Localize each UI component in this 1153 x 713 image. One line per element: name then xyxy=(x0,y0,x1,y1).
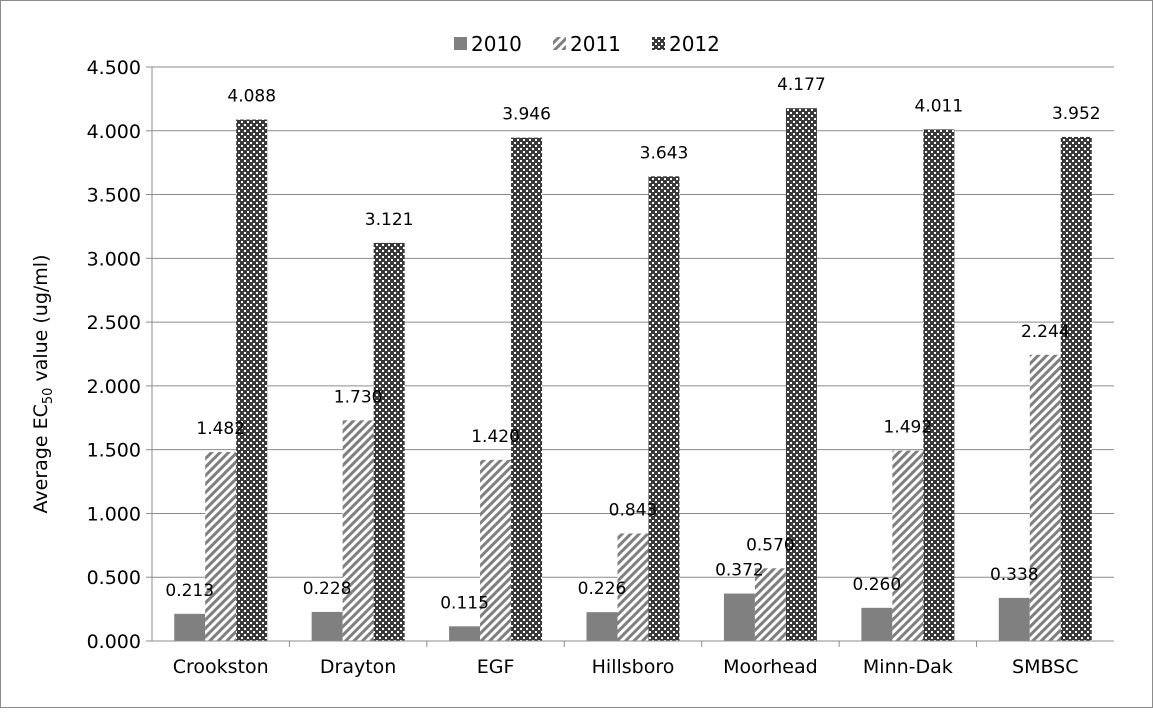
x-tick-label: Moorhead xyxy=(723,656,818,678)
y-tick-label: 1.500 xyxy=(87,440,141,462)
bar-2011 xyxy=(205,451,237,641)
bar-2011 xyxy=(342,420,374,641)
data-label-2010: 0.338 xyxy=(990,565,1039,585)
data-label-2011: 1.492 xyxy=(884,418,933,438)
data-label-2010: 0.260 xyxy=(853,575,902,595)
gridlines xyxy=(152,66,1114,578)
y-axis-title-suffix: value (ug/ml) xyxy=(30,255,52,388)
data-label-2010: 0.226 xyxy=(578,579,627,599)
bar-2010 xyxy=(586,612,618,641)
x-tick-label: EGF xyxy=(477,656,515,678)
data-label-2011: 0.570 xyxy=(746,535,795,555)
data-label-2011: 1.420 xyxy=(471,427,520,447)
x-tick-label: Hillsboro xyxy=(592,656,675,678)
bar-2012 xyxy=(785,108,817,642)
data-label-2010: 0.115 xyxy=(440,593,489,613)
y-tick-label: 0.500 xyxy=(87,567,141,589)
data-label-2012: 4.011 xyxy=(915,96,964,116)
legend-swatch-2011 xyxy=(553,37,566,50)
bar-2011 xyxy=(892,450,924,641)
data-label-2012: 3.121 xyxy=(365,210,414,230)
axes: 0.000 0.500 1.000 1.500 2.000 2.500 3.000 3.500… xyxy=(87,57,1114,678)
bar-2010 xyxy=(723,593,755,641)
data-label-2012: 3.643 xyxy=(640,143,689,163)
y-tick-label: 2.000 xyxy=(87,376,141,398)
x-tick-label: SMBSC xyxy=(1012,656,1078,678)
data-label-2010: 0.228 xyxy=(303,579,352,599)
legend: 2010 2011 2012 xyxy=(454,32,720,56)
y-tick-label: 4.000 xyxy=(87,121,141,143)
y-tick-label: 3.000 xyxy=(87,248,141,270)
data-label-2011: 1.482 xyxy=(196,419,245,439)
y-tick-label: 4.500 xyxy=(87,57,141,79)
bar-2011 xyxy=(480,459,512,641)
data-label-2011: 2.244 xyxy=(1021,322,1070,342)
legend-label-2010: 2010 xyxy=(471,32,522,56)
y-axis-title-subscript: 50 xyxy=(41,388,56,405)
y-axis-title-prefix: Average EC xyxy=(30,404,52,513)
bar-2011 xyxy=(1029,354,1061,641)
x-tick-label: Minn-Dak xyxy=(863,656,953,678)
data-label-2012: 4.088 xyxy=(227,87,276,107)
data-label-2010: 0.372 xyxy=(715,561,764,581)
bars xyxy=(174,108,1092,642)
data-label-2012: 4.177 xyxy=(777,75,826,95)
data-label-2012: 3.952 xyxy=(1052,104,1101,124)
bar-2011 xyxy=(754,568,786,641)
y-tick-label: 1.000 xyxy=(87,503,141,525)
bar-2012 xyxy=(511,137,543,641)
legend-swatch-2010 xyxy=(454,37,467,50)
y-tick-label: 2.500 xyxy=(87,312,141,334)
bar-2012 xyxy=(648,176,680,641)
data-label-2011: 1.730 xyxy=(334,387,383,407)
y-tick-label: 0.000 xyxy=(87,631,141,653)
data-labels: 0.213 1.482 4.088 0.228 1.730 3.121 0.115 1.420… xyxy=(165,75,1100,613)
bar-2012 xyxy=(373,242,405,641)
legend-swatch-2012 xyxy=(652,37,665,50)
bar-2012 xyxy=(1060,136,1092,641)
data-label-2010: 0.213 xyxy=(165,581,214,601)
bar-2010 xyxy=(449,626,481,641)
bar-2010 xyxy=(174,613,206,641)
bar-2010 xyxy=(311,611,343,641)
bar-2011 xyxy=(617,533,649,641)
bar-2012 xyxy=(923,129,955,641)
legend-label-2011: 2011 xyxy=(570,32,621,56)
data-label-2012: 3.946 xyxy=(502,105,551,125)
legend-label-2012: 2012 xyxy=(669,32,720,56)
bar-2010 xyxy=(998,597,1030,641)
y-tick-label: 3.500 xyxy=(87,185,141,207)
bar-2010 xyxy=(861,607,893,641)
bar-2012 xyxy=(236,119,268,642)
y-axis-title: Average EC50 value (ug/ml) xyxy=(30,255,56,514)
x-tick-label: Crookston xyxy=(173,656,269,678)
x-tick-label: Drayton xyxy=(320,656,396,678)
data-label-2011: 0.843 xyxy=(609,500,658,520)
